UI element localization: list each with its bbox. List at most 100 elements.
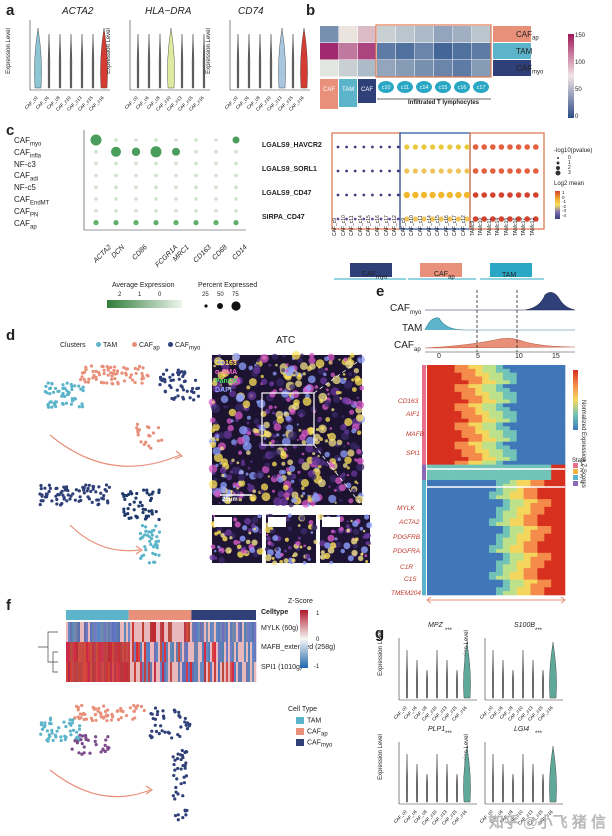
state-bar-cell (422, 545, 426, 550)
cell-point (140, 524, 145, 528)
inset-blob (364, 554, 368, 558)
cell-point (60, 501, 64, 506)
heat-cell-e (516, 568, 524, 573)
heat-row-e (427, 568, 566, 573)
cell-point-f (80, 734, 85, 738)
if-blob (319, 437, 324, 442)
regulon-cell (220, 662, 223, 682)
heat-cell-e (427, 564, 435, 569)
if-blob (301, 486, 305, 491)
if-blob (289, 408, 296, 415)
dot-c (232, 136, 240, 144)
heat-row-e (427, 537, 566, 542)
heat-cell-e (502, 437, 511, 442)
cell-point (112, 365, 117, 369)
inset-blob (283, 558, 289, 564)
heat-cell-e (502, 510, 511, 515)
heat-cell-e (427, 506, 435, 511)
cluster-name: TAM (103, 342, 118, 349)
regulon-cell (236, 662, 239, 682)
if-blob (229, 461, 233, 465)
cell-point-f (96, 709, 100, 713)
group-label-caf-myo: CAFmyo (362, 271, 388, 281)
if-blob (346, 466, 350, 470)
if-blob (339, 474, 343, 478)
state-bar-cell (422, 526, 426, 531)
cell-point (81, 385, 85, 389)
cell-point-f (80, 703, 84, 708)
heat-row-e (427, 587, 566, 592)
heat-cell-e (440, 572, 448, 577)
heat-cell-e (482, 529, 490, 534)
cell-point (181, 395, 185, 400)
heat-cell-e (516, 506, 524, 511)
heat-cell-e (502, 575, 511, 580)
cell-point (102, 494, 106, 498)
heat-cell-e (530, 510, 538, 515)
lr-col-label: CAF_c12 (392, 215, 399, 236)
mean-tick: -2 (562, 203, 567, 209)
if-blob (244, 442, 248, 446)
if-blob (308, 357, 316, 365)
regulon-cell (174, 662, 177, 682)
cell-point (163, 378, 167, 382)
dot-lr (533, 168, 539, 174)
cell-point (50, 381, 54, 386)
heat-cell-e (544, 418, 552, 423)
heat-cell-e (509, 395, 517, 400)
heat-cell-e (530, 587, 538, 592)
state-label: 4 (580, 480, 583, 486)
heat-cell-e (461, 506, 469, 511)
heat-cell-e (537, 583, 545, 588)
cell-point-f (63, 737, 67, 742)
regulon-cell (120, 622, 123, 642)
regulon-cell (162, 662, 165, 682)
heat-cell-e (482, 503, 490, 508)
regulon-cell (118, 662, 121, 682)
heat-row-e (427, 487, 566, 492)
cell-point-f (172, 773, 176, 778)
cell-point (143, 525, 148, 529)
cell-point-f (97, 706, 101, 711)
heat-cell-e (551, 476, 559, 481)
heat-cell-e (482, 522, 490, 527)
heat-cell-e (475, 399, 483, 404)
cell-point-f (173, 797, 177, 801)
state-bar-cell (422, 483, 426, 488)
cell-point (168, 384, 172, 388)
regulon-cell (130, 622, 133, 642)
heat-cell-e (468, 418, 476, 423)
if-blob (263, 455, 267, 459)
dot-lr (490, 216, 496, 222)
gene-label-e: SPI1 (406, 450, 421, 457)
heat-cell-e (509, 476, 517, 481)
heat-cell-e (489, 384, 497, 389)
heat-cell-e (475, 422, 483, 427)
inset-blob (311, 524, 318, 531)
if-blob (233, 492, 236, 495)
heat-cell-e (427, 533, 435, 538)
heat-cell-e (475, 457, 483, 462)
cell-point (141, 510, 145, 515)
if-blob (252, 489, 257, 494)
heat-cell-e (544, 541, 552, 546)
regulon-cell (98, 642, 101, 662)
regulon-cell (132, 642, 135, 662)
dot-lr (404, 216, 410, 222)
heat-cell-e (530, 480, 538, 485)
if-blob (331, 408, 335, 412)
cell-point (77, 499, 81, 503)
if-blob (351, 378, 355, 382)
if-blob (307, 375, 316, 384)
cell-point (66, 392, 71, 396)
cell-point (142, 442, 146, 447)
regulon-cell (86, 662, 89, 682)
heat-cell-e (523, 568, 531, 573)
violin-a (136, 33, 140, 89)
dot-c (194, 209, 198, 213)
if-blob (331, 411, 338, 418)
violin-g (532, 659, 534, 699)
heat-cell-e (496, 533, 504, 538)
dot-lr (438, 216, 444, 222)
if-blob (232, 377, 241, 386)
